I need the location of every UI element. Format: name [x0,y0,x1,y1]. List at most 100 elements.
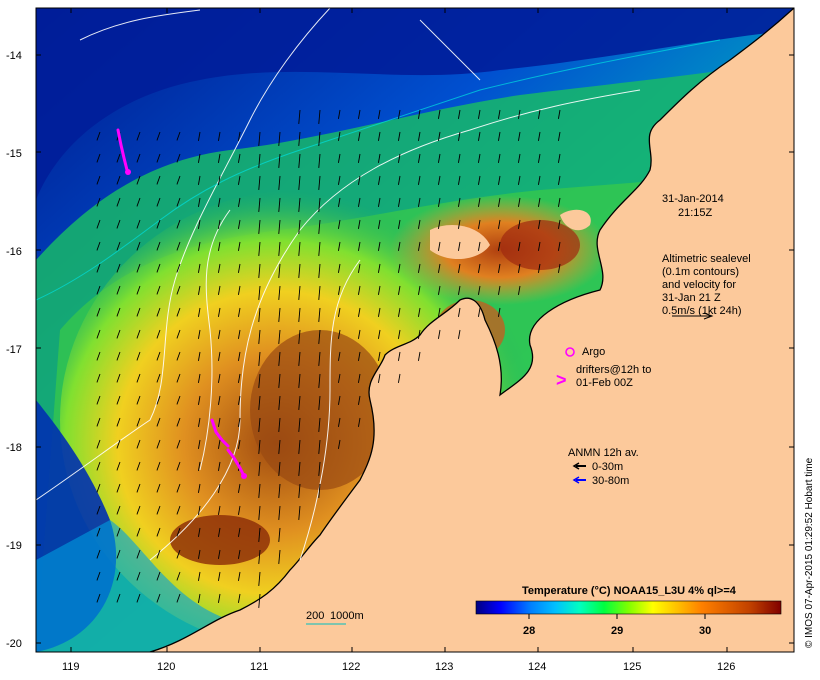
velocity-arrow [337,351,341,361]
velocity-arrow [278,241,281,256]
colorbar-tick-30: 30 [699,625,711,637]
velocity-arrow [497,197,501,207]
drifters-label-1: drifters@12h to [576,364,651,376]
velocity-arrow [377,351,381,361]
velocity-arrow [156,461,161,471]
velocity-arrow [237,197,241,207]
velocity-arrow [237,307,241,317]
velocity-arrow [116,285,121,295]
velocity-arrow [116,153,121,163]
velocity-arrow [197,505,201,515]
velocity-arrow [337,285,341,295]
lat-label-19: -19 [6,540,22,552]
velocity-arrow [258,131,261,146]
velocity-arrow [318,439,321,454]
velocity-arrow [377,153,381,163]
velocity-arrow [377,241,381,251]
velocity-arrow [477,175,481,185]
velocity-arrow [337,329,341,339]
velocity-arrow [156,131,161,141]
velocity-arrow [557,131,561,141]
velocity-arrow [96,593,101,603]
velocity-arrow [217,527,221,537]
velocity-arrow [136,417,141,427]
land-mass [150,8,794,652]
colorbar-tick-28: 28 [523,625,535,637]
velocity-arrow [136,153,141,163]
velocity-arrow [537,153,541,163]
velocity-arrow [217,131,221,141]
velocity-arrow [477,109,481,119]
velocity-arrow [258,483,261,498]
velocity-arrow [278,153,281,168]
velocity-arrow [278,395,281,410]
velocity-arrow [437,197,441,207]
velocity-arrow [357,307,361,317]
velocity-arrow [357,219,361,229]
velocity-arrow [258,395,261,410]
velocity-arrow [517,241,521,251]
velocity-arrow [437,175,441,185]
velocity-arrow [96,439,101,449]
velocity-arrow [278,527,281,542]
velocity-arrow [298,307,301,322]
velocity-arrow [497,241,501,251]
lat-label-18: -18 [6,442,22,454]
velocity-arrow [217,329,221,339]
velocity-arrow [318,153,321,168]
velocity-arrow [156,527,161,537]
velocity-arrow [457,197,461,207]
velocity-arrow [318,219,321,234]
velocity-arrow [417,131,421,141]
velocity-arrow [298,417,301,432]
velocity-arrow [377,285,381,295]
velocity-arrow [477,285,481,295]
velocity-arrow [457,307,461,317]
velocity-arrow [337,109,341,119]
lat-label-17: -17 [6,344,22,356]
velocity-arrow [96,505,101,515]
velocity-arrow [197,219,201,229]
velocity-arrow [258,593,261,608]
drifters-label-2: 01-Feb 00Z [576,377,633,389]
velocity-arrow [116,307,121,317]
argo-label: Argo [582,346,605,358]
velocity-arrow [357,395,361,405]
velocity-arrow [217,197,221,207]
drifter-tracks [116,128,246,478]
velocity-arrow [258,527,261,542]
velocity-arrow [116,263,121,273]
velocity-arrow [278,175,281,190]
velocity-arrow [337,241,341,251]
velocity-arrow [237,395,241,405]
velocity-arrow [437,285,441,295]
velocity-arrow [116,175,121,185]
velocity-arrow [96,395,101,405]
velocity-arrow [197,395,201,405]
velocity-arrow [298,505,301,520]
velocity-arrow [278,351,281,366]
velocity-arrow [156,373,161,383]
velocity-arrow [96,241,101,251]
velocity-arrow [377,307,381,317]
velocity-arrow [176,571,181,581]
velocity-arrow [457,329,461,339]
velocity-arrow [116,395,121,405]
altimetry-note-2: (0.1m contours) [662,266,739,278]
velocity-arrow [477,263,481,273]
velocity-arrow [96,197,101,207]
velocity-arrow [517,175,521,185]
velocity-arrow [397,329,401,339]
velocity-arrow [237,175,241,185]
timestamp-date: 31-Jan-2014 [662,193,724,205]
velocity-arrow [357,109,361,119]
drifter-marker-icon: > [556,370,567,390]
velocity-arrow [377,329,381,339]
velocity-arrow [417,109,421,119]
velocity-arrow [318,109,321,124]
velocity-arrow [417,175,421,185]
velocity-arrow [116,549,121,559]
velocity-arrow [96,131,101,141]
velocity-arrow [278,483,281,498]
velocity-arrow [298,461,301,476]
